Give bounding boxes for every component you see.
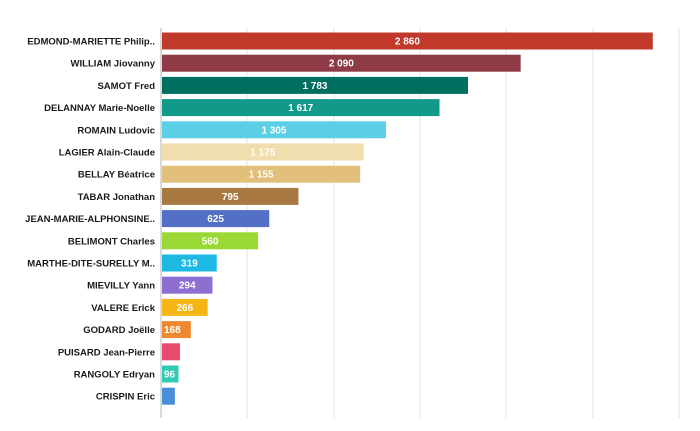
bar-14[interactable] — [162, 321, 191, 339]
bar-1[interactable] — [162, 32, 653, 50]
bar-9[interactable] — [162, 210, 270, 228]
category-label-7: BELLAY Béatrice — [78, 170, 155, 181]
value-label-14: 168 — [164, 325, 181, 336]
category-labels: EDMOND-MARIETTE Philip.. WILLIAM Jiovanny… — [25, 37, 156, 403]
category-label-17: CRISPIN Eric — [96, 392, 155, 403]
category-label-5: ROMAIN Ludovic — [77, 125, 155, 136]
category-label-6: LAGIER Alain-Claude — [59, 148, 155, 159]
bar-4[interactable] — [162, 99, 440, 117]
value-label-1: 2 860 — [395, 37, 420, 48]
category-label-15: PUISARD Jean-Pierre — [58, 347, 155, 358]
bar-16[interactable] — [162, 365, 179, 383]
value-label-10: 560 — [202, 236, 219, 247]
value-label-11: 319 — [181, 259, 198, 270]
category-label-14: GODARD Joëlle — [83, 325, 155, 336]
category-label-2: WILLIAM Jiovanny — [71, 59, 156, 70]
value-label-7: 1 155 — [249, 170, 274, 181]
bar-7[interactable] — [162, 165, 361, 183]
bar-11[interactable] — [162, 254, 217, 272]
value-label-8: 795 — [222, 192, 239, 203]
category-label-10: BELIMONT Charles — [68, 236, 155, 247]
category-label-11: MARTHE-DITE-SURELLY M.. — [27, 259, 155, 270]
value-label-6: 1 175 — [250, 148, 275, 159]
category-label-3: SAMOT Fred — [97, 81, 155, 92]
bar-8[interactable] — [162, 187, 299, 205]
bar-13[interactable] — [162, 298, 208, 316]
category-label-1: EDMOND-MARIETTE Philip.. — [27, 37, 155, 48]
bar-17[interactable] — [162, 387, 175, 405]
value-label-3: 1 783 — [302, 81, 327, 92]
bar-5[interactable] — [162, 121, 386, 139]
value-label-12: 294 — [179, 281, 196, 292]
category-label-12: MIEVILLY Yann — [87, 281, 155, 292]
value-label-5: 1 305 — [261, 125, 286, 136]
bar-6[interactable] — [162, 143, 364, 161]
category-label-4: DELANNAY Marie-Noelle — [44, 103, 155, 114]
bar-12[interactable] — [162, 276, 213, 294]
category-label-13: VALERE Erick — [91, 303, 155, 314]
value-label-13: 266 — [176, 303, 193, 314]
value-label-2: 2 090 — [329, 59, 354, 70]
bars — [162, 32, 653, 405]
value-label-16: 96 — [164, 370, 176, 381]
bar-3[interactable] — [162, 76, 468, 94]
value-label-4: 1 617 — [288, 103, 313, 114]
bar-10[interactable] — [162, 232, 259, 250]
bar-2[interactable] — [162, 54, 521, 72]
category-label-9: JEAN-MARIE-ALPHONSINE.. — [25, 214, 155, 225]
value-label-9: 625 — [207, 214, 224, 225]
category-label-16: RANGOLY Edryan — [74, 370, 155, 381]
bar-15[interactable] — [162, 343, 181, 361]
category-label-8: TABAR Jonathan — [78, 192, 156, 203]
